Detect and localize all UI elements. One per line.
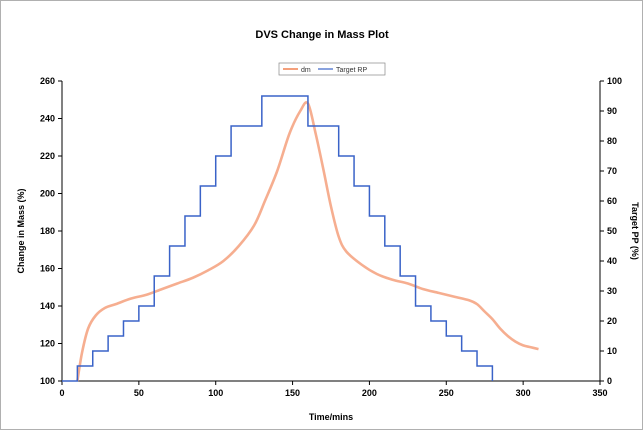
series-dm-line xyxy=(76,101,539,382)
y-tick-label: 120 xyxy=(40,339,55,349)
legend: dm Target RP xyxy=(278,62,386,76)
y-axis-label: Change in Mass (%) xyxy=(16,188,26,273)
y2-tick-label: 60 xyxy=(607,196,617,206)
ticks: 0 50 100 150 200 250 300 3501001201401601802002… xyxy=(40,76,622,398)
x-tick-label: 350 xyxy=(592,388,607,398)
y-tick-label: 140 xyxy=(40,301,55,311)
y-tick-label: 240 xyxy=(40,114,55,124)
x-tick-label: 200 xyxy=(362,388,377,398)
x-tick-label: 50 xyxy=(134,388,144,398)
y-tick-label: 220 xyxy=(40,151,55,161)
plot-area xyxy=(62,95,539,382)
y-tick-label: 200 xyxy=(40,189,55,199)
y2-tick-label: 0 xyxy=(607,376,612,386)
y2-tick-label: 90 xyxy=(607,106,617,116)
legend-label-target-rp: Target RP xyxy=(336,67,367,74)
y-tick-label: 180 xyxy=(40,226,55,236)
x-tick-label: 250 xyxy=(439,388,454,398)
x-tick-label: 100 xyxy=(208,388,223,398)
y2-axis-label: Target PP (%) xyxy=(630,202,640,260)
x-tick-label: 300 xyxy=(516,388,531,398)
y2-tick-label: 30 xyxy=(607,286,617,296)
legend-label-dm: dm xyxy=(301,67,311,74)
y2-tick-label: 80 xyxy=(607,136,617,146)
y-tick-label: 160 xyxy=(40,264,55,274)
y2-tick-label: 10 xyxy=(607,346,617,356)
y2-tick-label: 20 xyxy=(607,316,617,326)
x-axis-label: Time/mins xyxy=(309,412,353,422)
y2-tick-label: 40 xyxy=(607,256,617,266)
y2-tick-label: 100 xyxy=(607,76,622,86)
chart-title: DVS Change in Mass Plot xyxy=(255,29,389,41)
series-target-rp-line xyxy=(62,95,494,382)
y2-tick-label: 70 xyxy=(607,166,617,176)
y2-tick-label: 50 xyxy=(607,226,617,236)
y-tick-label: 100 xyxy=(40,376,55,386)
y-tick-label: 260 xyxy=(40,76,55,86)
x-tick-label: 0 xyxy=(59,388,64,398)
x-tick-label: 150 xyxy=(285,388,300,398)
